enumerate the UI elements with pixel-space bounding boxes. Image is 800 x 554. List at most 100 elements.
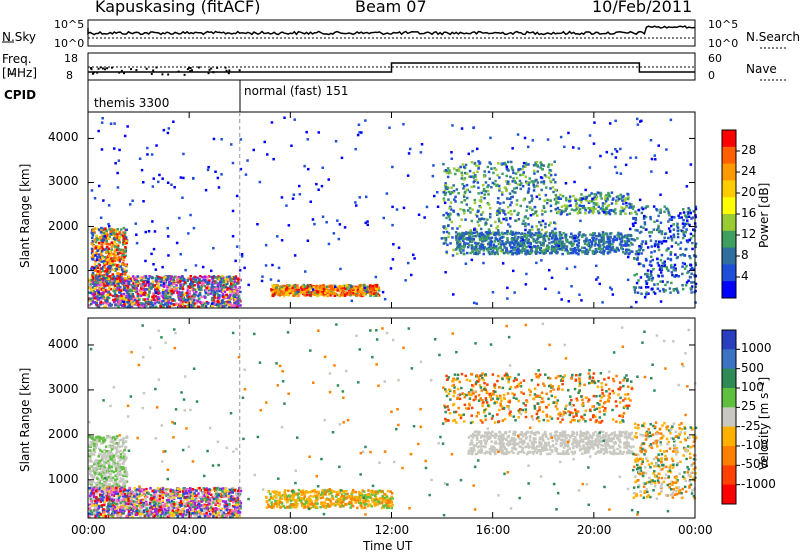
power-point — [456, 227, 459, 230]
power-point — [530, 225, 534, 228]
power-point — [179, 293, 183, 297]
power-point — [362, 283, 366, 287]
power-point — [115, 282, 119, 285]
power-point — [477, 210, 480, 213]
power-point — [443, 169, 446, 173]
power-point — [572, 194, 575, 198]
power-point — [471, 208, 474, 211]
power-point — [200, 285, 203, 288]
cpid-segment-1: themis 3300 — [94, 96, 170, 110]
power-point — [497, 197, 500, 200]
power-point — [554, 173, 557, 177]
power-point — [282, 284, 285, 288]
power-point — [638, 248, 642, 252]
power-point — [493, 252, 496, 256]
nave-dot — [120, 69, 123, 72]
power-point — [108, 235, 111, 239]
power-point — [590, 200, 594, 203]
velocity-point — [92, 438, 95, 441]
power-point — [621, 247, 625, 251]
power-point — [573, 239, 576, 243]
power-point — [194, 280, 197, 283]
power-point — [547, 236, 550, 240]
power-point — [570, 285, 573, 288]
power-point — [100, 245, 104, 248]
power-point — [466, 245, 470, 249]
power-point — [170, 183, 173, 186]
power-point — [667, 220, 670, 223]
power-point — [228, 287, 231, 290]
power-point — [258, 180, 262, 184]
power-point — [625, 244, 628, 247]
power-point — [571, 236, 574, 239]
power-point — [315, 287, 319, 291]
power-point — [670, 271, 674, 274]
power-point — [649, 260, 652, 263]
power-point — [497, 217, 501, 221]
power-point — [180, 305, 184, 309]
power-point — [233, 304, 236, 307]
power-point — [597, 232, 601, 235]
power-point — [529, 206, 532, 209]
power-point — [168, 275, 171, 278]
power-point — [560, 246, 564, 249]
power-point — [620, 247, 623, 250]
power-point — [547, 163, 551, 166]
power-point — [442, 197, 446, 200]
power-point — [577, 244, 580, 248]
power-point — [173, 299, 177, 302]
power-point — [522, 171, 525, 174]
power-point — [112, 244, 115, 247]
power-point — [104, 262, 107, 265]
power-point — [160, 278, 163, 281]
power-point — [194, 305, 197, 309]
power-point — [162, 303, 165, 307]
power-point — [110, 257, 113, 260]
power-point — [301, 285, 305, 288]
power-point — [104, 290, 107, 293]
power-point — [640, 245, 643, 249]
power-point — [513, 237, 516, 240]
power-point — [360, 285, 363, 288]
power-point — [119, 289, 123, 292]
power-point — [116, 277, 119, 281]
power-point — [209, 292, 213, 295]
power-point — [420, 143, 424, 146]
power-point — [648, 263, 652, 267]
power-point — [105, 231, 108, 234]
power-point — [96, 266, 100, 269]
power-point — [570, 232, 573, 235]
power-point — [232, 275, 235, 279]
power-point — [191, 301, 195, 304]
power-point — [660, 264, 664, 268]
power-point — [672, 289, 675, 292]
power-point — [629, 250, 632, 253]
power-point — [502, 162, 505, 165]
power-point — [389, 267, 393, 270]
power-point — [179, 304, 182, 308]
power-point — [604, 209, 607, 213]
power-point — [169, 291, 172, 294]
power-point — [158, 277, 162, 280]
power-point — [93, 287, 96, 290]
power-point — [640, 252, 643, 255]
power-point — [601, 301, 604, 304]
power-point — [183, 278, 186, 281]
power-heatmap — [88, 116, 698, 309]
power-point — [694, 242, 698, 246]
power-point — [100, 243, 104, 247]
power-point — [666, 280, 669, 284]
power-point — [128, 290, 132, 293]
power-point — [657, 275, 661, 278]
power-point — [170, 287, 174, 291]
power-point — [501, 262, 505, 265]
nave-dot — [191, 69, 194, 72]
power-point — [470, 231, 473, 234]
power-point — [120, 268, 124, 271]
power-point — [539, 241, 542, 244]
power-point — [642, 217, 646, 220]
power-point — [469, 240, 472, 243]
velocity-point — [109, 455, 112, 458]
power-point — [146, 297, 149, 301]
power-point — [649, 239, 653, 242]
